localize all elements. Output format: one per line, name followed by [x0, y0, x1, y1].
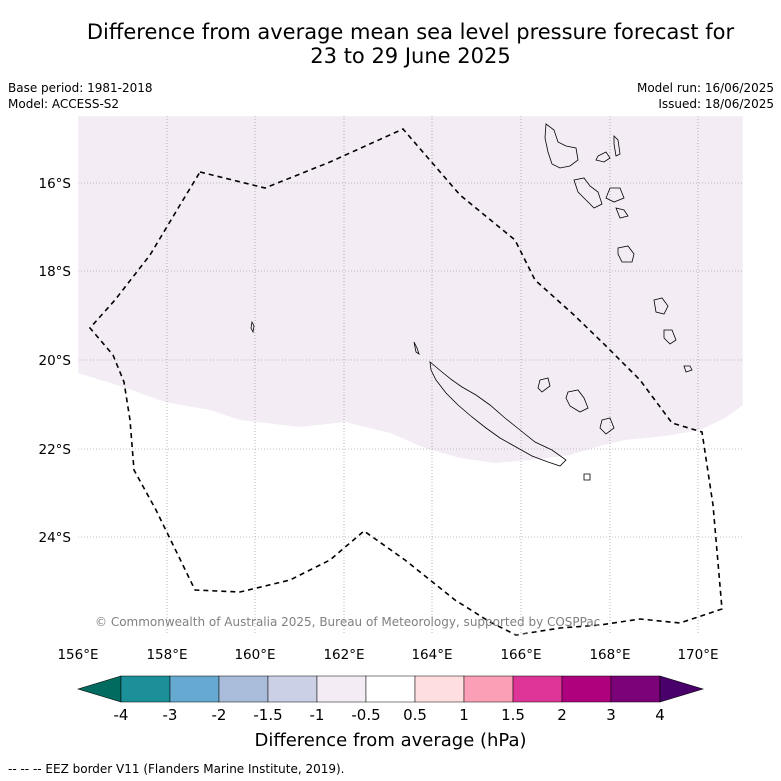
footnote: -- -- -- EEZ border V11 (Flanders Marine…: [8, 762, 345, 776]
colorbar-right-extension: [659, 675, 705, 703]
gridlines: [78, 116, 743, 634]
belep-islet: [413, 341, 420, 355]
vanuatu-malekula: [573, 177, 603, 209]
colorbar-tick-label: 0.5: [403, 706, 427, 724]
colorbar-tick-label: -2: [212, 706, 227, 724]
vanuatu-epi: [615, 207, 629, 219]
lat-tick-labels: 16°S 18°S 20°S 22°S 24°S: [39, 176, 72, 546]
anomaly-shading: [78, 116, 743, 463]
colorbar-bin: [463, 675, 514, 703]
lat-tick-label: 20°S: [39, 353, 72, 369]
eez-border: [88, 128, 723, 636]
colorbar-tick-label: 1.5: [501, 706, 525, 724]
vanuatu-tanna: [663, 329, 677, 345]
colorbar-bin: [365, 675, 416, 703]
lon-tick-label: 170°E: [677, 647, 718, 663]
colorbar-tick-label: 4: [655, 706, 665, 724]
colorbar-bin: [414, 675, 465, 703]
lon-tick-label: 158°E: [146, 647, 187, 663]
colorbar-tick-label: -3: [163, 706, 178, 724]
colorbar-bin: [561, 675, 612, 703]
lat-tick-label: 18°S: [39, 264, 72, 280]
colorbar-tick-label: -0.5: [351, 706, 380, 724]
colorbar-tick-label: 3: [606, 706, 616, 724]
lon-tick-label: 160°E: [234, 647, 275, 663]
colorbar-tick-label: -4: [114, 706, 129, 724]
colorbar-left-extension: [76, 675, 122, 703]
vanuatu-espiritu-santo: [544, 123, 579, 169]
map-title-line-2: 23 to 29 June 2025: [310, 44, 511, 68]
colorbar-bin: [512, 675, 563, 703]
colorbar-bin: [610, 675, 661, 703]
vanuatu-efate: [617, 245, 635, 263]
issued-label: Issued: 18/06/2025: [658, 97, 774, 111]
colorbar-bin: [267, 675, 318, 703]
chesterfield-islet: [250, 320, 255, 334]
colorbar-bin: [120, 675, 171, 703]
colorbar-title: Difference from average (hPa): [254, 730, 527, 751]
map-frame: [77, 115, 744, 635]
lat-tick-label: 22°S: [39, 442, 72, 458]
isle-of-pines: [583, 473, 591, 481]
loyalty-islet-1: [537, 377, 551, 393]
vanuatu-aneityum: [683, 365, 693, 373]
colorbar-bin: [218, 675, 269, 703]
loyalty-islet-3: [599, 417, 615, 435]
lon-tick-label: 164°E: [411, 647, 452, 663]
colorbar-tick-label: 2: [557, 706, 567, 724]
lon-tick-label: 156°E: [57, 647, 98, 663]
lon-tick-label: 162°E: [323, 647, 364, 663]
map-title-line-1: Difference from average mean sea level p…: [86, 20, 735, 44]
vanuatu-maewo: [613, 135, 621, 157]
lon-tick-label: 166°E: [500, 647, 541, 663]
copyright-text: © Commonwealth of Australia 2025, Bureau…: [95, 615, 600, 629]
lon-tick-labels: 156°E 158°E 160°E 162°E 164°E 166°E 168°…: [57, 647, 718, 663]
colorbar-tick-label: 1: [459, 706, 469, 724]
coastlines: [250, 123, 693, 481]
vanuatu-malo: [595, 151, 611, 163]
colorbar-bin: [316, 675, 367, 703]
lat-tick-label: 24°S: [39, 530, 72, 546]
lon-tick-label: 168°E: [589, 647, 630, 663]
colorbar: -4 -3 -2 -1.5 -1 -0.5 0.5 1 1.5 2 3 4: [76, 675, 705, 724]
new-caledonia-island: [429, 361, 567, 467]
base-period-label: Base period: 1981-2018: [8, 81, 153, 95]
loyalty-islet-2: [565, 389, 589, 413]
colorbar-bin: [169, 675, 220, 703]
vanuatu-erromango: [653, 297, 669, 315]
colorbar-tick-label: -1: [310, 706, 325, 724]
lat-tick-label: 16°S: [39, 176, 72, 192]
colorbar-tick-label: -1.5: [253, 706, 282, 724]
vanuatu-pentecost: [605, 187, 625, 203]
model-label: Model: ACCESS-S2: [8, 97, 120, 111]
model-run-label: Model run: 16/06/2025: [636, 81, 774, 95]
